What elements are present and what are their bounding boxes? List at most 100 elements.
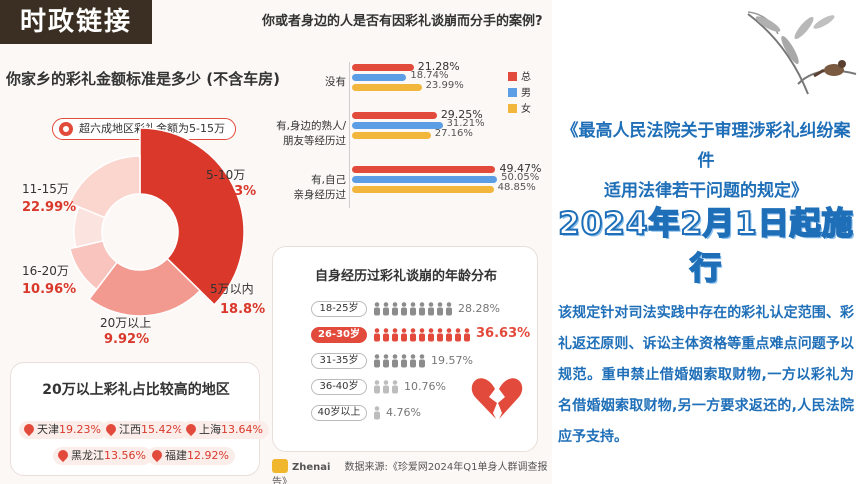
- bar-value-label: 48.85%: [497, 182, 536, 193]
- broken-heart-icon: [471, 378, 523, 419]
- age-pct: 10.76%: [404, 380, 446, 393]
- bar-value-label: 23.99%: [425, 80, 464, 91]
- legend-swatch: [508, 104, 517, 113]
- person-icon: [446, 328, 452, 342]
- bar-value-label: 18.74%: [410, 70, 449, 81]
- brand-name: Zhenai: [292, 462, 331, 473]
- person-icon: [419, 328, 425, 342]
- bar-value-label: 49.47%: [499, 162, 542, 175]
- infographic-panel: 你或者身边的人是否有因彩礼谈崩而分手的案例? 你家乡的彩礼金额标准是多少 (不含…: [6, 14, 552, 484]
- age-pct: 19.57%: [431, 354, 473, 367]
- bar-value-label: 21.28%: [417, 60, 460, 73]
- region-chip: 上海13.64%: [181, 421, 269, 439]
- bar-category: 亲身经历过: [293, 189, 347, 201]
- callout-pill: 超六成地区彩礼金额为5-15万: [52, 118, 236, 140]
- bar-category: 有,自己: [311, 174, 346, 186]
- age-label: 36-40岁: [311, 379, 367, 395]
- age-pct: 4.76%: [386, 406, 421, 419]
- person-icon: [401, 354, 407, 368]
- age-label: 31-35岁: [311, 353, 367, 369]
- person-icon: [392, 354, 398, 368]
- pie-slice: [69, 239, 119, 291]
- bar-mark: [352, 176, 498, 183]
- pie-label: 5-10万: [206, 168, 246, 182]
- region-chip: 天津19.23%: [19, 421, 107, 439]
- person-icon: [383, 380, 389, 394]
- person-icon: [428, 328, 434, 342]
- person-icon: [374, 354, 380, 368]
- location-pin-icon: [149, 447, 165, 463]
- section-tag: 时政链接: [0, 0, 152, 44]
- age-title: 自身经历过彩礼谈崩的年龄分布: [314, 269, 497, 284]
- regulation-body: 该规定针对司法实践中存在的彩礼认定范围、彩礼返还原则、诉讼主体资格等重点难点问题…: [558, 305, 854, 445]
- age-pct: 36.63%: [476, 326, 531, 341]
- legend-item: 总: [508, 72, 531, 88]
- person-icon: [374, 380, 380, 394]
- person-icon: [383, 328, 389, 342]
- region-name: 上海: [199, 423, 221, 436]
- pie-label: 20万以上: [100, 316, 152, 330]
- legend-item: 男: [508, 88, 531, 104]
- region-title: 20万以上彩礼占比较高的地区: [42, 382, 230, 398]
- bar-value-label: 29.25%: [440, 108, 483, 121]
- source-footer: Zhenai 数据来源:《珍爱网2024年Q1单身人群调查报告》: [272, 458, 552, 484]
- bar-mark: [352, 166, 496, 173]
- region-name: 天津: [37, 423, 59, 436]
- person-icon: [374, 406, 380, 420]
- location-pin-icon: [21, 421, 37, 437]
- region-name: 江西: [119, 423, 141, 436]
- pie-value: 10.96%: [22, 282, 77, 297]
- region-chip: 江西15.42%: [101, 421, 189, 439]
- pie-value: 37.33%: [202, 184, 257, 199]
- bar-mark: [352, 74, 407, 81]
- pie-label: 5万以内: [210, 282, 254, 296]
- person-icon: [401, 302, 407, 316]
- bar-mark: [352, 122, 443, 129]
- bar-chart-title: 你或者身边的人是否有因彩礼谈崩而分手的案例?: [262, 14, 543, 29]
- person-icon: [374, 302, 380, 316]
- pie-slice: [73, 205, 106, 249]
- target-icon: [59, 122, 73, 136]
- regulation-panel: 《最高人民法院关于审理涉彩礼纠纷案件 适用法律若干问题的规定》 2024年2月1…: [552, 0, 860, 484]
- pie-slice: [139, 127, 245, 306]
- legend-label: 女: [521, 104, 531, 115]
- region-chip: 福建12.92%: [147, 447, 235, 465]
- pie-label: 11-15万: [22, 182, 69, 196]
- bar-mark: [352, 84, 422, 91]
- bar-axis: [349, 62, 350, 208]
- region-pct: 13.64%: [221, 423, 263, 436]
- regulation-title: 《最高人民法院关于审理涉彩礼纠纷案件 适用法律若干问题的规定》: [556, 116, 856, 206]
- source-text: 数据来源:《珍爱网2024年Q1单身人群调查报告》: [272, 462, 548, 484]
- bar-mark: [352, 132, 431, 139]
- location-pin-icon: [103, 421, 119, 437]
- person-icon: [383, 354, 389, 368]
- pie-slice: [68, 155, 141, 219]
- bar-category: 有,身边的熟人/: [276, 120, 346, 132]
- age-distribution-box: 自身经历过彩礼谈崩的年龄分布 18-25岁 28.28% 26-30岁 36.63% 3…: [272, 246, 538, 452]
- bar-legend: 总 男 女: [508, 72, 531, 120]
- bar-value-label: 27.16%: [434, 128, 473, 139]
- pie-slice: [88, 257, 202, 317]
- effective-date: 2024年2月1日起施行: [557, 205, 854, 288]
- location-pin-icon: [183, 421, 199, 437]
- bar-mark: [352, 64, 414, 71]
- pie-value: 9.92%: [104, 332, 150, 347]
- person-icon: [428, 302, 434, 316]
- regulation-title-line: 适用法律若干问题的规定》: [604, 181, 808, 201]
- pie-label: 16-20万: [22, 264, 69, 278]
- legend-label: 男: [521, 88, 531, 99]
- person-icon: [455, 328, 461, 342]
- person-icon: [374, 328, 380, 342]
- bar-mark: [352, 112, 437, 119]
- age-label: 18-25岁: [311, 301, 367, 317]
- person-icon: [437, 302, 443, 316]
- person-icon: [392, 302, 398, 316]
- bird-on-branch-icon: [747, 11, 857, 95]
- age-pct: 28.28%: [458, 302, 500, 315]
- person-icon: [464, 328, 470, 342]
- person-icon: [419, 302, 425, 316]
- person-icon: [419, 354, 425, 368]
- region-pct: 13.56%: [104, 449, 146, 462]
- pie-chart-title: 你家乡的彩礼金额标准是多少 (不含车房): [6, 70, 280, 88]
- region-name: 黑龙江: [71, 449, 104, 462]
